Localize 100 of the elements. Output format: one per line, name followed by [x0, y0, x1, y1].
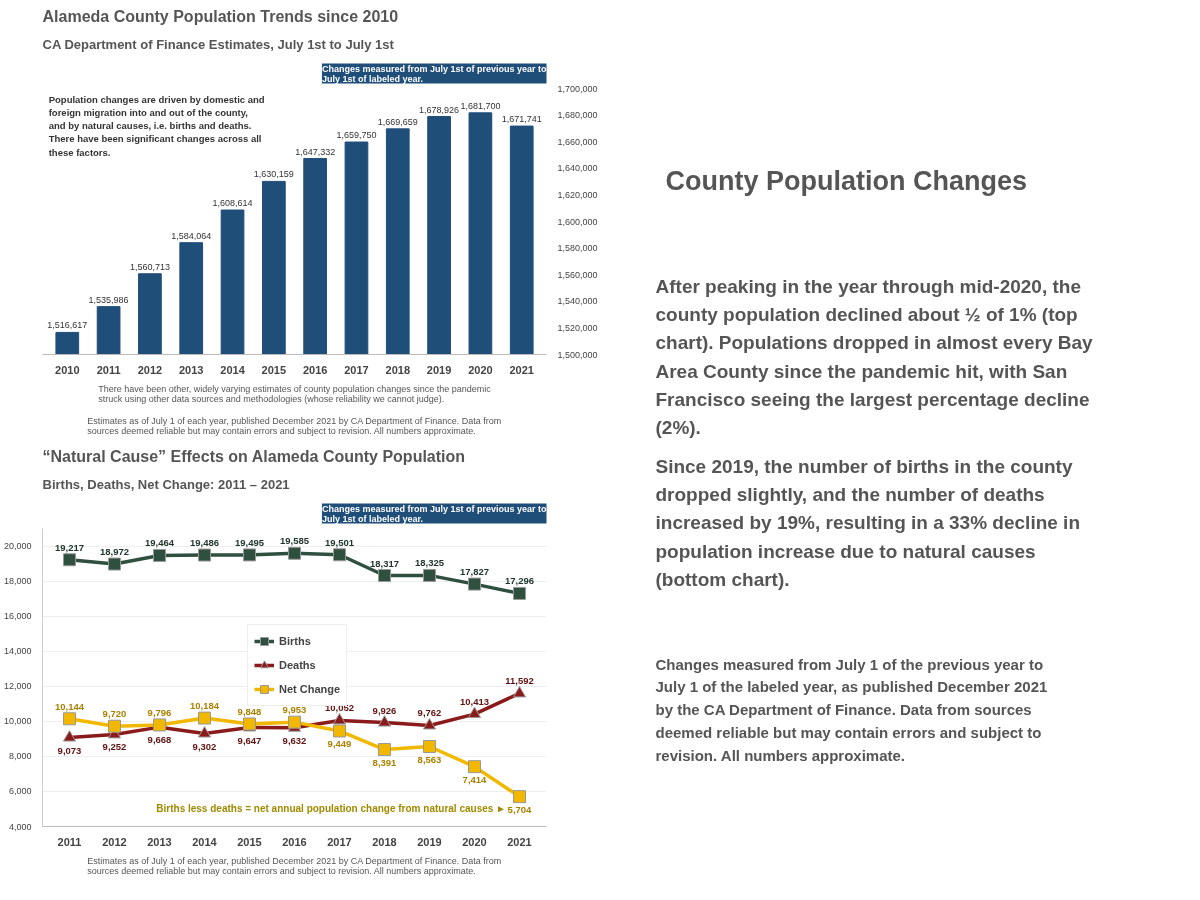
data-label: 8,391 [372, 756, 398, 768]
y-tick-label: 1,520,000 [557, 322, 598, 333]
point [513, 586, 526, 600]
point [423, 568, 436, 582]
point [153, 548, 166, 562]
point [513, 685, 526, 698]
data-label: 1,516,617 [47, 320, 88, 331]
y-tick-label: 6,000 [8, 786, 32, 797]
x-tick-label: 2014 [192, 835, 218, 848]
data-label: 18,325 [414, 557, 445, 569]
data-label: 7,414 [462, 773, 488, 785]
x-tick-label: 2010 [55, 363, 80, 376]
data-label: 1,608,614 [212, 198, 253, 209]
data-label: 17,296 [504, 575, 535, 587]
data-label: 9,449 [327, 737, 352, 749]
point [468, 577, 481, 591]
data-label: 9,632 [282, 734, 307, 746]
y-tick-label: 1,700,000 [557, 83, 598, 94]
data-label: 8,563 [417, 753, 442, 765]
legend-label: Deaths [279, 659, 316, 671]
y-tick-label: 1,660,000 [557, 136, 598, 147]
data-label: 19,585 [279, 535, 310, 547]
data-label: 19,217 [54, 541, 85, 553]
x-tick-label: 2016 [282, 835, 307, 848]
text: After peaking in the year through mid-2020, the county population declined about ½ of 1% (top chart). Populations dropped in almost every Bay Area County since the pandemic hit, with San Francisco seeing the largest percentage decline (2%). [655, 275, 1094, 439]
x-tick-label: 2014 [220, 363, 246, 376]
data-label: 10,144 [54, 700, 85, 712]
data-label: 11,592 [505, 675, 534, 687]
x-tick-label: 2019 [426, 363, 452, 376]
point [333, 712, 346, 725]
point [288, 715, 301, 729]
y-tick-label: 4,000 [8, 821, 32, 832]
y-tick-label: 1,500,000 [557, 349, 598, 360]
data-label: 1,647,332 [295, 146, 336, 157]
x-tick-label: 2020 [462, 835, 487, 848]
text: Since 2019, the number of births in the county dropped slightly, and the number of deaths increased by 19%, resulting in a 33% decline in population increase due to natural causes (bottom chart). [655, 455, 1080, 590]
data-label: 9,762 [417, 707, 442, 719]
x-tick-label: 2021 [509, 363, 534, 376]
data-label: 9,647 [237, 734, 262, 746]
annotation: Births less deaths = net annual population change from natural causes ► [156, 803, 507, 815]
legend-label: Net Change [279, 683, 341, 695]
data-label: 9,073 [57, 744, 82, 756]
data-label: 18,972 [99, 546, 130, 558]
data-label: 18,317 [369, 557, 400, 569]
data-label: 19,501 [324, 536, 355, 548]
x-tick-label: 2019 [417, 835, 442, 848]
text: Changes measured from July 1 of the previous year to July 1 of the labeled year, as published December 2021 by the CA Department of Finance. Data from sources deemed reliable but may contain errors and subject to revision. All numbers approximate. [655, 655, 1048, 765]
y-tick-label: 18,000 [3, 576, 32, 587]
data-label: 19,486 [189, 537, 220, 549]
y-tick-label: 12,000 [3, 681, 32, 692]
chart-subtitle: Births, Deaths, Net Change: 2011 – 2021 [42, 476, 290, 492]
legend-label: Births [279, 635, 311, 647]
data-label: 1,659,750 [336, 130, 377, 141]
y-tick-label: 14,000 [3, 646, 32, 657]
data-label: 9,926 [372, 704, 397, 716]
x-tick-label: 2016 [302, 363, 328, 376]
data-label: 1,560,713 [129, 261, 170, 272]
text: There have been other, widely varying estimates of county population changes since the pandemic struck using other data sources and methodologies (whose reliability we cannot judge). [98, 383, 492, 404]
data-label: 9,302 [192, 740, 217, 752]
x-tick-label: 2011 [96, 363, 121, 376]
point [243, 548, 256, 562]
y-tick-label: 20,000 [3, 541, 32, 552]
y-tick-label: 1,600,000 [557, 216, 598, 227]
x-tick-label: 2018 [372, 835, 397, 848]
x-tick-label: 2018 [385, 363, 411, 376]
x-tick-label: 2012 [137, 363, 163, 376]
data-label: 9,720 [102, 708, 127, 720]
point [333, 724, 346, 738]
point [468, 760, 481, 774]
data-label: 9,953 [282, 704, 307, 716]
x-tick-label: 2020 [468, 363, 493, 376]
point [288, 546, 301, 560]
point [198, 548, 211, 562]
chart-subtitle: CA Department of Finance Estimates, July 1st to July 1st [42, 36, 395, 52]
y-tick-label: 1,580,000 [557, 243, 598, 254]
point [378, 715, 391, 727]
point [333, 548, 346, 562]
data-label: 9,796 [147, 706, 172, 718]
data-label: 17,827 [459, 566, 490, 578]
point [468, 706, 481, 719]
x-tick-label: 2017 [327, 835, 352, 848]
x-tick-label: 2017 [344, 363, 369, 376]
data-label: 19,495 [234, 536, 265, 548]
text: Changes measured from July 1st of previous year to July 1st of labeled year. [321, 503, 547, 524]
x-tick-label: 2012 [102, 835, 127, 848]
data-label: 1,678,926 [419, 104, 460, 115]
data-label: 9,848 [237, 705, 262, 717]
y-tick-label: 1,640,000 [557, 163, 598, 174]
data-label: 1,630,159 [253, 169, 294, 180]
x-tick-label: 2011 [57, 835, 82, 848]
point [63, 730, 76, 742]
point [108, 557, 121, 571]
point [378, 743, 391, 757]
point [108, 719, 121, 733]
data-label: 9,252 [102, 741, 127, 753]
x-tick-label: 2021 [507, 835, 532, 848]
point [378, 569, 391, 583]
x-tick-label: 2013 [178, 363, 204, 376]
data-label: 10,413 [459, 696, 490, 708]
y-tick-label: 10,000 [3, 716, 32, 727]
